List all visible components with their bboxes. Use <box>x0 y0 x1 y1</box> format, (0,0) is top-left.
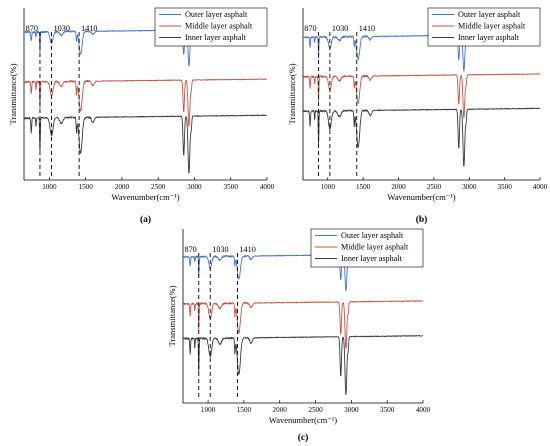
x-tick-label: 3000 <box>344 406 359 414</box>
x-tick-label: 2500 <box>427 183 442 191</box>
chart-panel: 1000 1500 2000 2500 3000 3500 4000 Wavenumber(c… <box>167 228 431 443</box>
chart-panel: 1000 1500 2000 2500 3000 3500 4000 Wavenumber(c… <box>8 7 275 225</box>
chart-panel: 1000 1500 2000 2500 3000 3500 4000 Wavenumber(c… <box>287 7 548 225</box>
series-line <box>302 73 541 119</box>
x-tick-label: 1000 <box>201 406 216 414</box>
y-axis-label: Transmittance(%) <box>167 285 177 346</box>
x-tick-label: 1000 <box>42 183 57 191</box>
y-axis-label: Transmittance(%) <box>287 63 297 124</box>
legend-label: Inner layer asphalt <box>458 33 520 42</box>
series-line <box>23 114 268 174</box>
x-tick-label: 1500 <box>78 183 93 191</box>
annotation-label: 1030 <box>332 24 348 33</box>
panel-label: (c) <box>298 432 309 443</box>
legend-label: Inner layer asphalt <box>341 254 403 263</box>
x-tick-label: 3000 <box>187 183 202 191</box>
x-tick-label: 3500 <box>224 183 239 191</box>
x-tick-label: 3500 <box>497 183 512 191</box>
legend-label: Middle layer asphalt <box>458 22 526 31</box>
annotation-label: 870 <box>304 24 316 33</box>
x-tick-label: 4000 <box>260 183 275 191</box>
annotation-label: 870 <box>26 24 38 33</box>
x-tick-label: 4000 <box>533 183 548 191</box>
annotation-label: 1410 <box>239 245 255 254</box>
x-tick-label: 1000 <box>321 183 336 191</box>
legend-label: Inner layer asphalt <box>185 33 247 42</box>
x-tick-label: 1500 <box>356 183 371 191</box>
y-axis-label: Transmittance(%) <box>8 63 18 124</box>
annotation-label: 870 <box>184 245 196 254</box>
legend-label: Outer layer asphalt <box>341 231 404 240</box>
x-axis-label: Wavenumber(cm⁻¹) <box>111 192 179 202</box>
annotation-label: 1030 <box>54 24 70 33</box>
x-tick-label: 2000 <box>115 183 130 191</box>
x-tick-label: 3500 <box>380 406 395 414</box>
x-axis-label: Wavenumber(cm⁻¹) <box>387 192 455 202</box>
legend-label: Middle layer asphalt <box>185 22 253 31</box>
series-line <box>182 300 424 349</box>
x-axis-label: Wavenumber(cm⁻¹) <box>269 415 337 425</box>
x-tick-label: 2500 <box>151 183 166 191</box>
legend-label: Outer layer asphalt <box>458 10 521 19</box>
x-tick-label: 2000 <box>273 406 288 414</box>
legend-label: Middle layer asphalt <box>341 243 409 252</box>
x-tick-label: 2500 <box>308 406 323 414</box>
panel-label: (a) <box>140 214 151 225</box>
x-tick-label: 1500 <box>237 406 252 414</box>
annotation-label: 1030 <box>212 245 228 254</box>
x-tick-label: 4000 <box>416 406 431 414</box>
annotation-label: 1410 <box>359 24 375 33</box>
series-line <box>23 78 268 127</box>
panel-label: (b) <box>416 214 428 225</box>
x-tick-label: 2000 <box>391 183 406 191</box>
series-line <box>302 107 541 167</box>
legend-label: Outer layer asphalt <box>185 10 248 19</box>
annotation-label: 1410 <box>81 24 97 33</box>
series-line <box>182 335 424 395</box>
x-tick-label: 3000 <box>462 183 477 191</box>
